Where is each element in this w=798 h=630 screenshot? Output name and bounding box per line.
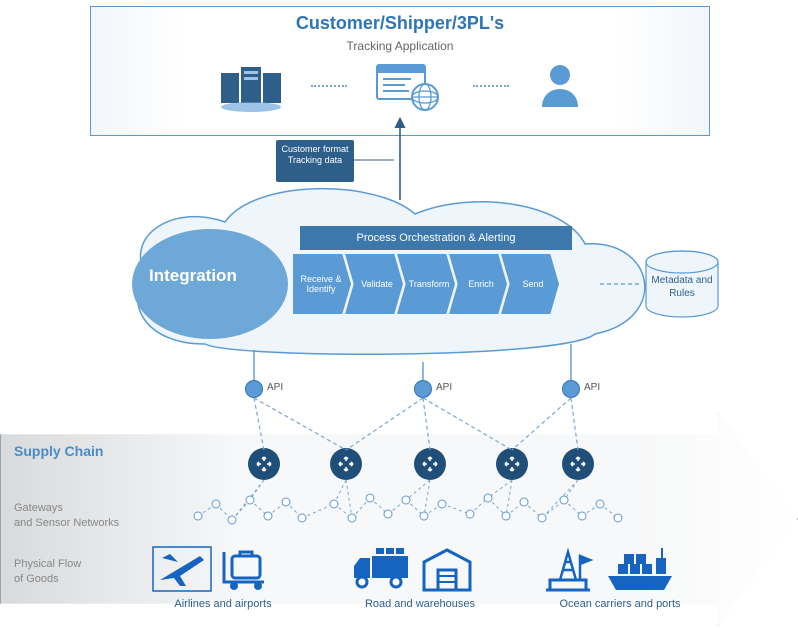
customer-subtitle: Tracking Application bbox=[91, 39, 709, 53]
api-label: API bbox=[267, 382, 283, 393]
box-truck-icon bbox=[348, 546, 412, 597]
user-icon bbox=[537, 59, 583, 113]
orchestration-bar: Process Orchestration & Alerting bbox=[300, 226, 572, 250]
luggage-cart-icon bbox=[218, 546, 272, 597]
physical-flow-label: Physical Flow of Goods bbox=[14, 557, 81, 587]
step-enrich: Enrich bbox=[449, 254, 507, 314]
customer-title: Customer/Shipper/3PL's bbox=[91, 13, 709, 34]
gateways-label: Gateways and Sensor Networks bbox=[14, 501, 119, 531]
separator-dots bbox=[311, 85, 347, 87]
integration-label: Integration bbox=[149, 266, 237, 286]
step-send: Send bbox=[501, 254, 559, 314]
metadata-database: Metadata and Rules bbox=[640, 250, 724, 326]
gateway-router-icon bbox=[562, 448, 594, 480]
gateway-router-icon bbox=[496, 448, 528, 480]
process-steps: Receive & Identify Validate Transform En… bbox=[293, 254, 559, 314]
step-transform: Transform bbox=[397, 254, 455, 314]
api-node bbox=[245, 380, 263, 398]
database-label: Metadata and Rules bbox=[640, 274, 724, 300]
integration-cloud: Integration Process Orchestration & Aler… bbox=[115, 184, 660, 364]
separator-dots bbox=[473, 85, 509, 87]
customer-panel: Customer/Shipper/3PL's Tracking Applicat… bbox=[90, 6, 710, 136]
cargo-ship-icon bbox=[602, 546, 678, 599]
dashboard-globe-icon bbox=[375, 59, 445, 113]
api-node bbox=[562, 380, 580, 398]
api-label: API bbox=[436, 382, 452, 393]
api-node bbox=[414, 380, 432, 398]
ocean-label: Ocean carriers and ports bbox=[540, 598, 700, 610]
road-label: Road and warehouses bbox=[350, 598, 490, 610]
step-receive: Receive & Identify bbox=[293, 254, 351, 314]
oil-rig-icon bbox=[540, 546, 596, 599]
airlines-label: Airlines and airports bbox=[158, 598, 288, 610]
servers-icon bbox=[217, 59, 283, 113]
integration-architecture-diagram: Customer/Shipper/3PL's Tracking Applicat… bbox=[0, 0, 798, 630]
gateway-router-icon bbox=[414, 448, 446, 480]
step-validate: Validate bbox=[345, 254, 403, 314]
customer-format-box: Customer format Tracking data bbox=[276, 140, 354, 182]
gateway-router-icon bbox=[248, 448, 280, 480]
gateway-router-icon bbox=[330, 448, 362, 480]
warehouse-icon bbox=[420, 546, 474, 597]
api-label: API bbox=[584, 382, 600, 393]
supply-chain-title: Supply Chain bbox=[14, 443, 103, 459]
customer-icons-row bbox=[91, 59, 709, 113]
airplane-icon bbox=[152, 546, 212, 597]
